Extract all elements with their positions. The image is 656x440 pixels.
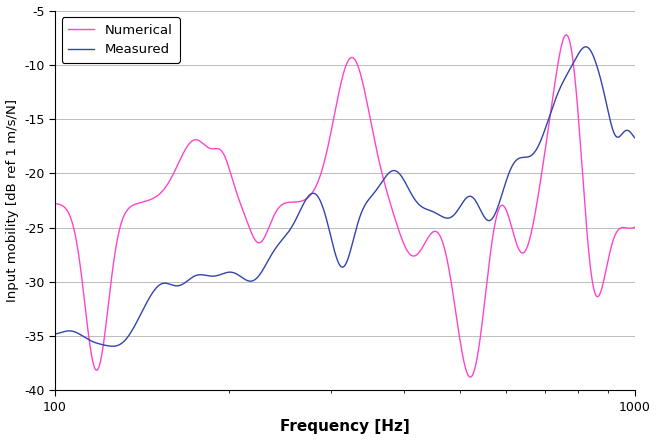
- Legend: Numerical, Measured: Numerical, Measured: [62, 17, 180, 63]
- Measured: [152, 286, 159, 291]
- Numerical: [273, 207, 281, 213]
- Numerical: [298, 198, 306, 203]
- Numerical: [117, 221, 125, 227]
- Numerical: [630, 225, 638, 230]
- Numerical: [619, 225, 627, 230]
- Line: Numerical: Numerical: [55, 35, 634, 377]
- Numerical: [466, 374, 474, 380]
- Line: Measured: Measured: [55, 47, 634, 346]
- X-axis label: Frequency [Hz]: Frequency [Hz]: [280, 419, 409, 434]
- Measured: [109, 344, 117, 349]
- Measured: [630, 135, 638, 140]
- Measured: [557, 84, 565, 89]
- Measured: [582, 44, 590, 49]
- Measured: [298, 203, 306, 209]
- Numerical: [562, 32, 570, 37]
- Measured: [51, 331, 59, 337]
- Measured: [619, 130, 627, 135]
- Y-axis label: Input mobility [dB ref 1 m/s/N]: Input mobility [dB ref 1 m/s/N]: [5, 99, 18, 302]
- Numerical: [152, 194, 159, 200]
- Numerical: [51, 201, 59, 206]
- Numerical: [557, 46, 565, 51]
- Measured: [117, 341, 125, 346]
- Measured: [274, 243, 281, 249]
